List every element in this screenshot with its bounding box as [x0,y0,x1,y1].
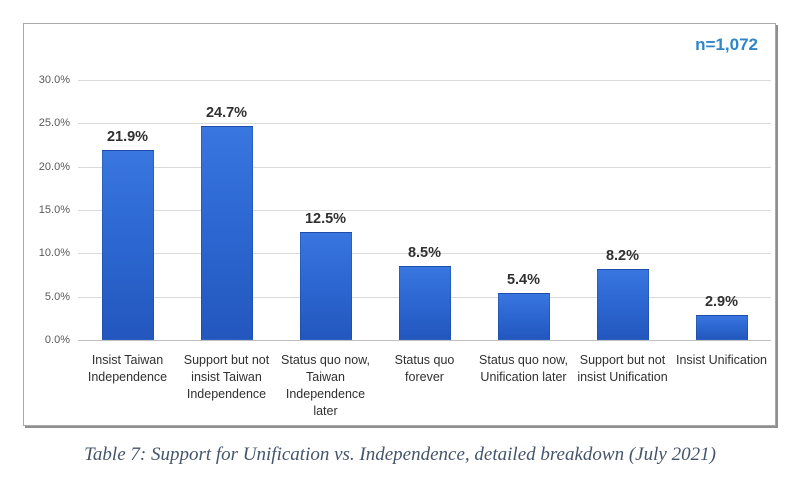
bar-column: 2.9% [672,80,771,340]
bar [101,150,154,340]
bar-column: 12.5% [276,80,375,340]
bar [398,266,451,340]
y-tick-label: 5.0% [44,290,70,303]
gridline [78,340,771,341]
x-axis-label: Insist Unification [675,353,767,367]
x-axis-label: Support but not insist Unification [577,353,668,384]
bar [200,125,253,340]
bar [596,268,649,340]
figure-caption: Table 7: Support for Unification vs. Ind… [84,444,716,465]
plot-area: 30.0% 25.0% 20.0% 15.0% 10.0% 5.0% 0.0% 21.9% 24… [39,74,771,346]
bar-column: 8.2% [573,80,672,340]
y-tick-label: 10.0% [38,247,70,260]
gridline [78,210,771,211]
x-axis-labels: Insist Taiwan Independence Support but no… [78,352,771,420]
chart-panel: n=1,072 30.0% 25.0% 20.0% 15.0% 10.0% 5.0% 0.0… [23,23,776,426]
bar-value-label: 21.9% [106,129,149,146]
bar-value-label: 8.2% [605,247,640,264]
x-axis-label: Support but not insist Taiwan Independen… [183,353,270,401]
y-tick-label: 25.0% [38,117,70,130]
bar-column: 5.4% [474,80,573,340]
bar-value-label: 8.5% [407,245,442,262]
bar-column: 8.5% [375,80,474,340]
x-axis-label: Status quo now, Taiwan Independence late… [281,353,370,418]
gridline [78,253,771,255]
gridline [78,123,771,125]
bar [299,231,352,340]
sample-size-label: n=1,072 [695,35,758,54]
gridline [78,80,771,81]
bar-value-label: 12.5% [304,210,347,227]
bar-value-label: 24.7% [205,104,248,121]
bar [497,293,550,340]
bar-column: 24.7% [177,80,276,340]
bar-value-label: 5.4% [506,272,541,289]
x-axis-label: Status quo forever [394,353,455,384]
bar-column: 21.9% [78,80,177,340]
x-axis-label: Insist Taiwan Independence [87,353,168,384]
y-tick-label: 20.0% [38,160,70,173]
bar-value-label: 2.9% [704,293,739,310]
y-tick-label: 15.0% [38,204,70,216]
gridline [78,166,771,168]
bar-series: 21.9% 24.7% 12.5% 8.5% 5.4% 8.2% 2.9% [78,80,771,340]
bar [695,314,748,340]
y-tick-label: 30.0% [38,74,70,86]
y-tick-label: 0.0% [44,334,70,346]
x-axis-label: Status quo now, Unification later [479,353,568,384]
